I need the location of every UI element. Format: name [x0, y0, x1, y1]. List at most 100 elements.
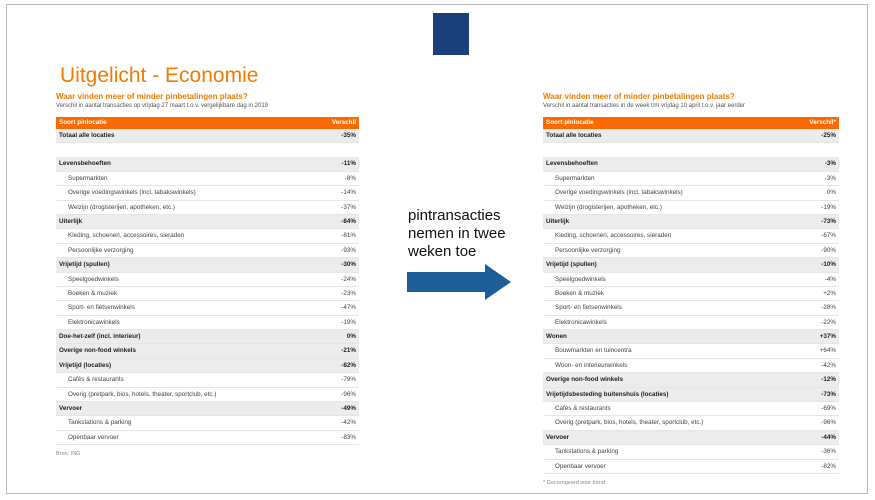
row-label: Overig (pretpark, bios, hotels, theater,… [68, 390, 217, 398]
row-value: -37% [341, 203, 356, 211]
row-label: Sport- en fietsenwinkels [555, 304, 622, 312]
source: * Gecorrigeerd voor trend [543, 479, 606, 486]
row-label: Boeken & muziek [68, 289, 118, 297]
row-value: -73% [821, 390, 836, 398]
note: Verschil in aantal transacties op vrijda… [56, 103, 269, 109]
row-value: -42% [341, 419, 356, 427]
row-value: -90% [821, 246, 836, 254]
table-row: Bouwmarkten en tuincentra +64% [543, 344, 839, 359]
row-label: Persoonlijke verzorging [68, 246, 134, 254]
table-row: Speelgoedwinkels -24% [56, 273, 359, 287]
row-label: Sport- en fietsenwinkels [68, 304, 135, 312]
row-value: -79% [341, 376, 356, 384]
table-row: Vrijetijd (spullen) -30% [56, 258, 359, 273]
row-label: Openbaar vervoer [555, 462, 606, 470]
row-value: -19% [341, 318, 356, 326]
row-value: -82% [821, 462, 836, 470]
title: Uitgelicht - Economie [60, 64, 259, 87]
table-row: Cafés & restaurants -69% [543, 402, 839, 417]
row-value: -3% [824, 174, 836, 182]
table-row: Boeken & muziek +2% [543, 287, 839, 302]
row-value: -69% [821, 405, 836, 413]
row-label: Doe-het-zelf (incl. interieur) [59, 333, 141, 341]
table-header: Soort pinlocatie Verschil [56, 117, 359, 129]
row-label: Overige voedingswinkels (incl. tabakswin… [68, 189, 196, 197]
row-value: +2% [823, 289, 836, 297]
arrow-shape [407, 264, 511, 300]
row-value: 0% [826, 189, 836, 197]
header-cell: Verschil [331, 119, 356, 126]
table-row: Welzijn (drogisterijen, apotheken, etc.)… [543, 201, 839, 215]
table-row: Welzijn (drogisterijen, apotheken, etc.)… [56, 201, 359, 215]
row-value: -35% [341, 132, 356, 139]
header-cell: Verschil* [809, 119, 836, 126]
row-label: Overige voedingswinkels (incl. tabakswin… [555, 189, 683, 197]
row-value: -49% [341, 405, 356, 413]
row-value: -93% [341, 246, 356, 254]
table-row: Cafés & restaurants -79% [56, 373, 359, 388]
row-value: -84% [341, 217, 356, 225]
row-value: -3% [824, 160, 836, 168]
row-label: Totaal alle locaties [546, 132, 602, 139]
row-label: Vrijetijd (spullen) [546, 261, 597, 269]
header-cell: Soort pinlocatie [546, 119, 594, 126]
table-row: Uiterlijk -73% [543, 214, 839, 230]
row-label: Supermarkten [555, 174, 595, 182]
right-panel: Waar vinden meer of minder pinbetalingen… [543, 92, 839, 486]
row-value: -10% [821, 261, 836, 269]
table-row: Persoonlijke verzorging -90% [543, 244, 839, 259]
row-label: Levensbehoeften [546, 160, 598, 168]
table-row: Totaal alle locaties -35% [56, 129, 359, 144]
table-row: Overige voedingswinkels (incl. tabakswin… [543, 186, 839, 201]
table-row: Boeken & muziek -23% [56, 287, 359, 302]
row-value: -4% [824, 275, 836, 283]
row-label: Vervoer [59, 405, 83, 413]
row-value: -42% [821, 361, 836, 369]
row-value: -30% [341, 261, 356, 269]
row-label: Overige non-food winkels [59, 347, 136, 355]
row-label: Elektronicawinkels [68, 318, 120, 326]
table-row: Elektronicawinkels -19% [56, 316, 359, 331]
row-label: Overige non-food winkels [546, 376, 623, 384]
row-value: -96% [341, 390, 356, 398]
table-row: Wonen +37% [543, 330, 839, 345]
row-value: -81% [341, 232, 356, 240]
table-row: Levensbehoeften -11% [56, 157, 359, 172]
row-value: -19% [821, 203, 836, 211]
table-row: Sport- en fietsenwinkels -47% [56, 301, 359, 316]
row-value: -23% [341, 289, 356, 297]
row-value: -73% [821, 217, 836, 225]
row-value: -82% [341, 361, 356, 369]
row-label: Totaal alle locaties [59, 132, 115, 139]
row-label: Woon- en interieurwinkels [555, 361, 628, 369]
row-value: -22% [821, 318, 836, 326]
table-row: Uiterlijk -84% [56, 214, 359, 230]
table-row: Overig (pretpark, bios, hotels, theater,… [56, 388, 359, 403]
table-row: Vervoer -44% [543, 430, 839, 446]
row-label: Welzijn (drogisterijen, apotheken, etc.) [555, 203, 662, 211]
row-label: Welzijn (drogisterijen, apotheken, etc.) [68, 203, 175, 211]
row-value: -67% [821, 232, 836, 240]
row-label: Cafés & restaurants [555, 405, 611, 413]
table-row: Vrijetijd (locaties) -82% [56, 358, 359, 374]
row-label: Supermarkten [68, 174, 108, 182]
row-label: Openbaar vervoer [68, 433, 119, 441]
table-row: Supermarkten -8% [56, 172, 359, 187]
row-value: -21% [341, 347, 356, 355]
row-label: Persoonlijke verzorging [555, 246, 621, 254]
row-label: Vrijetijd (spullen) [59, 261, 110, 269]
row-value: -14% [341, 189, 356, 197]
table-row: Woon- en interieurwinkels -42% [543, 359, 839, 374]
table-row: Overige voedingswinkels (incl. tabakswin… [56, 186, 359, 201]
row-label: Boeken & muziek [555, 289, 605, 297]
row-label: Elektronicawinkels [555, 318, 607, 326]
table-row: Vrijetijdsbesteding buitenshuis (locatie… [543, 387, 839, 403]
row-label: Tankstations & parking [68, 419, 132, 427]
row-label: Bouwmarkten en tuincentra [555, 347, 632, 355]
table-row: Levensbehoeften -3% [543, 157, 839, 172]
row-label: Uiterlijk [546, 217, 570, 225]
row-label: Speelgoedwinkels [555, 275, 606, 283]
table-header: Soort pinlocatie Verschil* [543, 117, 839, 129]
row-label: Vrijetijdsbesteding buitenshuis (locatie… [546, 390, 669, 398]
table-row: Doe-het-zelf (incl. interieur) 0% [56, 330, 359, 345]
